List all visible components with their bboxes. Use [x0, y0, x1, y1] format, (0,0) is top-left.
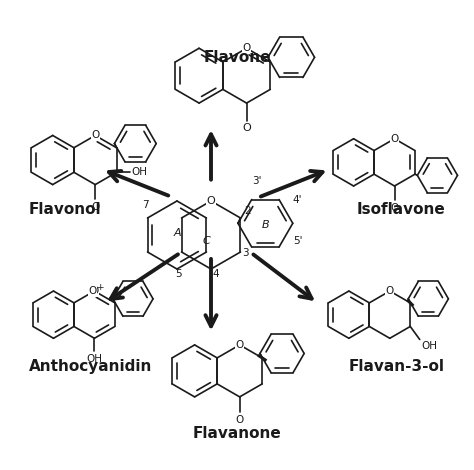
Text: Flavan-3-ol: Flavan-3-ol	[349, 359, 445, 374]
Text: 4': 4'	[293, 195, 302, 205]
Text: Flavanone: Flavanone	[192, 426, 282, 441]
Text: 5: 5	[175, 268, 182, 279]
Text: O: O	[236, 340, 244, 350]
Text: 7: 7	[142, 201, 149, 211]
Text: O: O	[91, 202, 100, 212]
Text: 3': 3'	[252, 175, 262, 186]
Text: O: O	[236, 415, 244, 425]
Text: O: O	[207, 196, 215, 206]
Text: OH: OH	[131, 167, 147, 177]
Text: OH: OH	[422, 342, 438, 352]
Text: 5': 5'	[293, 236, 302, 246]
Text: Flavone: Flavone	[203, 50, 271, 65]
Text: 4: 4	[213, 268, 219, 279]
Text: +: +	[96, 282, 103, 291]
Text: Anthocyanidin: Anthocyanidin	[29, 359, 153, 374]
Text: O: O	[242, 43, 251, 53]
Text: Isoflavone: Isoflavone	[356, 202, 445, 217]
Text: O: O	[242, 123, 251, 133]
Text: B: B	[262, 220, 269, 230]
Text: O: O	[88, 286, 97, 296]
Text: C: C	[202, 236, 210, 246]
Text: OH: OH	[86, 353, 102, 364]
Text: A: A	[173, 228, 181, 238]
Text: 2: 2	[245, 206, 251, 216]
Text: 3: 3	[242, 248, 248, 258]
Text: O: O	[90, 286, 99, 296]
Text: O: O	[391, 134, 399, 144]
Text: O: O	[91, 131, 100, 141]
Text: Flavonol: Flavonol	[29, 202, 102, 217]
Text: O: O	[391, 203, 399, 212]
Text: O: O	[386, 286, 394, 296]
